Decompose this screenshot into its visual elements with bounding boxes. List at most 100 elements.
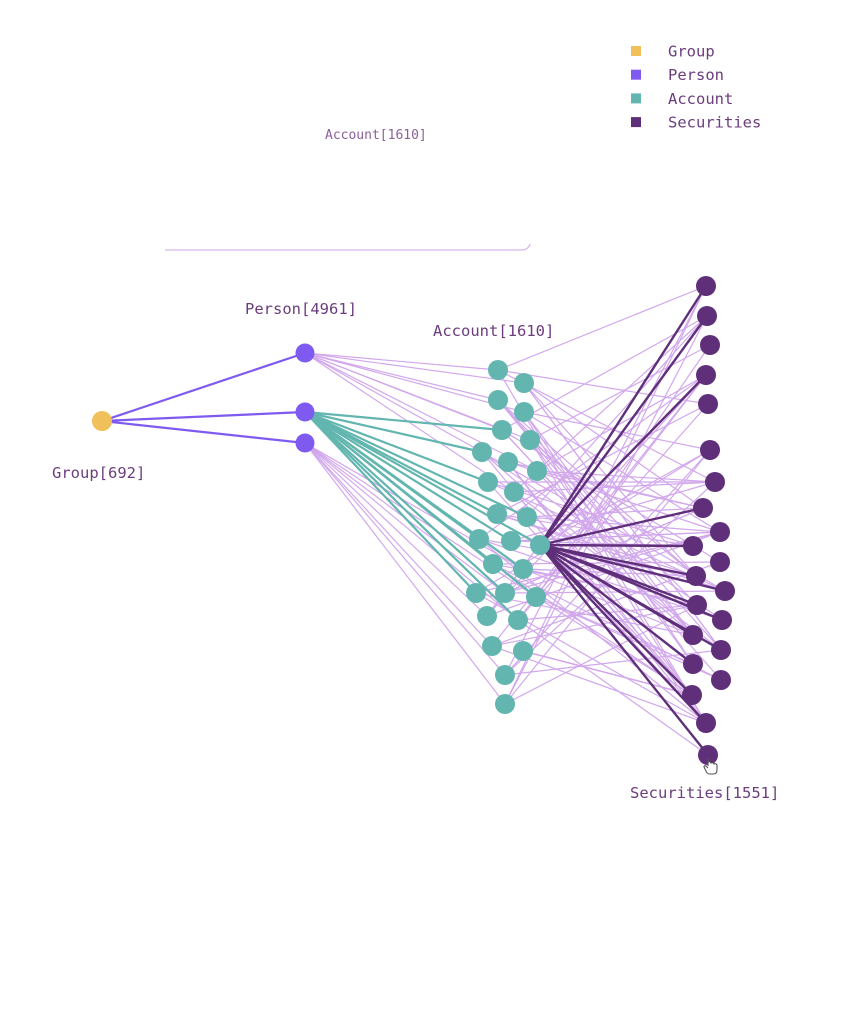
securities-node[interactable] bbox=[698, 745, 718, 765]
securities-node[interactable] bbox=[682, 685, 702, 705]
legend-label-group: Group bbox=[668, 43, 715, 61]
account-security-edge bbox=[529, 439, 694, 665]
account-security-edge bbox=[497, 369, 716, 483]
account-node[interactable] bbox=[478, 472, 498, 492]
account-node[interactable] bbox=[495, 694, 515, 714]
account-node[interactable] bbox=[469, 529, 489, 549]
account-node[interactable] bbox=[492, 420, 512, 440]
group-node[interactable] bbox=[92, 411, 112, 431]
hand-cursor-icon bbox=[703, 758, 718, 775]
securities-node[interactable] bbox=[712, 610, 732, 630]
account-security-edge bbox=[526, 315, 708, 518]
account-node[interactable] bbox=[514, 373, 534, 393]
account-security-highlight-edge bbox=[539, 544, 709, 756]
securities-node[interactable] bbox=[711, 670, 731, 690]
securities-node[interactable] bbox=[705, 472, 725, 492]
account-node[interactable] bbox=[488, 360, 508, 380]
group-person-edge bbox=[101, 351, 306, 423]
legend-label-person: Person bbox=[668, 66, 724, 84]
securities-node[interactable] bbox=[698, 394, 718, 414]
person-account-edge bbox=[304, 352, 499, 401]
account-security-edge bbox=[517, 619, 709, 756]
account-security-edge bbox=[504, 449, 711, 705]
person-account-highlight-edge bbox=[304, 411, 528, 518]
ghost-drag-preview: Account[1610] bbox=[165, 128, 531, 251]
account-node[interactable] bbox=[514, 402, 534, 422]
account-node[interactable] bbox=[477, 606, 497, 626]
person-node[interactable] bbox=[295, 402, 315, 422]
group-label: Group[692] bbox=[52, 464, 145, 482]
person-account-highlight-edge bbox=[304, 411, 477, 594]
account-security-highlight-edge bbox=[539, 506, 704, 547]
person-account-edge bbox=[304, 442, 506, 676]
securities-node[interactable] bbox=[683, 536, 703, 556]
account-security-edge bbox=[523, 411, 711, 451]
account-security-edge bbox=[522, 650, 693, 696]
account-security-edge bbox=[526, 507, 704, 518]
account-node[interactable] bbox=[508, 610, 528, 630]
securities-node[interactable] bbox=[683, 654, 703, 674]
account-node[interactable] bbox=[472, 442, 492, 462]
account-node[interactable] bbox=[498, 452, 518, 472]
securities-node[interactable] bbox=[696, 713, 716, 733]
account-node[interactable] bbox=[495, 665, 515, 685]
person-account-edge bbox=[304, 442, 524, 570]
account-node[interactable] bbox=[520, 430, 540, 450]
person-account-highlight-edge bbox=[304, 411, 512, 542]
account-security-edge bbox=[504, 285, 707, 705]
account-security-highlight-edge bbox=[539, 374, 707, 546]
account-node[interactable] bbox=[466, 583, 486, 603]
account-security-highlight-edge bbox=[539, 315, 708, 546]
account-node[interactable] bbox=[530, 535, 550, 555]
account-security-highlight-edge bbox=[539, 543, 697, 578]
securities-node[interactable] bbox=[696, 276, 716, 296]
securities-node[interactable] bbox=[693, 498, 713, 518]
account-node[interactable] bbox=[504, 482, 524, 502]
account-node[interactable] bbox=[527, 461, 547, 481]
legend-swatch-securities bbox=[631, 117, 641, 128]
account-node[interactable] bbox=[513, 641, 533, 661]
securities-node[interactable] bbox=[710, 522, 730, 542]
securities-node[interactable] bbox=[687, 595, 707, 615]
account-node[interactable] bbox=[483, 554, 503, 574]
account-node[interactable] bbox=[501, 531, 521, 551]
account-security-edge bbox=[491, 561, 721, 647]
person-node[interactable] bbox=[295, 433, 315, 453]
securities-node[interactable] bbox=[696, 365, 716, 385]
group-person-edge bbox=[101, 419, 306, 445]
nodes bbox=[92, 276, 735, 765]
securities-node[interactable] bbox=[711, 640, 731, 660]
account-node[interactable] bbox=[513, 559, 533, 579]
person-account-edge bbox=[304, 442, 493, 647]
account-security-highlight-edge bbox=[539, 544, 694, 665]
account-node[interactable] bbox=[487, 504, 507, 524]
account-security-edge bbox=[504, 649, 722, 676]
account-security-edge bbox=[491, 604, 698, 647]
account-security-edge bbox=[497, 285, 707, 371]
securities-node[interactable] bbox=[683, 625, 703, 645]
account-security-highlight-edge bbox=[539, 544, 693, 696]
account-node[interactable] bbox=[526, 587, 546, 607]
edges bbox=[101, 285, 726, 756]
securities-node[interactable] bbox=[700, 335, 720, 355]
securities-node[interactable] bbox=[700, 440, 720, 460]
account-node[interactable] bbox=[488, 390, 508, 410]
securities-node[interactable] bbox=[710, 552, 730, 572]
person-account-highlight-edge bbox=[304, 410, 483, 454]
account-security-edge bbox=[517, 403, 709, 621]
legend-label-account: Account bbox=[668, 90, 733, 108]
securities-node[interactable] bbox=[697, 306, 717, 326]
account-node[interactable] bbox=[495, 583, 515, 603]
account-node[interactable] bbox=[517, 507, 537, 527]
person-account-highlight-edge bbox=[304, 410, 489, 484]
account-security-edge bbox=[513, 481, 716, 493]
securities-node[interactable] bbox=[715, 581, 735, 601]
person-account-edge bbox=[304, 352, 531, 441]
securities-node[interactable] bbox=[686, 566, 706, 586]
account-security-edge bbox=[529, 439, 697, 577]
account-security-highlight-edge bbox=[539, 544, 707, 724]
person-node[interactable] bbox=[295, 343, 315, 363]
account-node[interactable] bbox=[482, 636, 502, 656]
person-account-highlight-edge bbox=[304, 410, 503, 432]
